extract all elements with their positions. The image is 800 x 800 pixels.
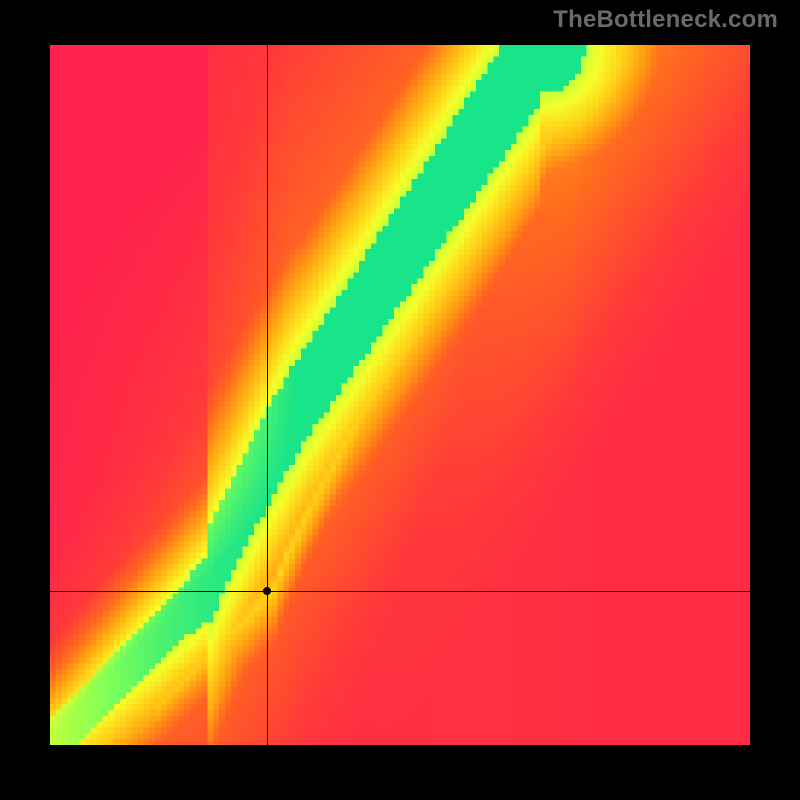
watermark-text: TheBottleneck.com — [553, 6, 778, 34]
chart-root: TheBottleneck.com — [0, 0, 800, 800]
plot-frame — [50, 45, 750, 745]
marker-dot — [263, 587, 271, 595]
crosshair-horizontal — [50, 591, 750, 592]
crosshair-vertical — [267, 45, 268, 745]
heatmap-canvas — [50, 45, 750, 745]
